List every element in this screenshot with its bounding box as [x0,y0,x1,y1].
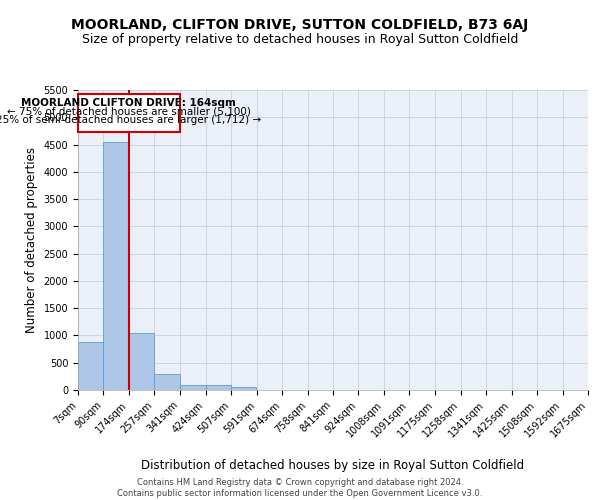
Bar [205,385,231,390]
Bar [78,342,103,390]
Bar [154,374,180,390]
Text: MOORLAND CLIFTON DRIVE: 164sqm: MOORLAND CLIFTON DRIVE: 164sqm [22,98,236,108]
Text: Size of property relative to detached houses in Royal Sutton Coldfield: Size of property relative to detached ho… [82,32,518,46]
Y-axis label: Number of detached properties: Number of detached properties [25,147,38,333]
Text: Distribution of detached houses by size in Royal Sutton Coldfield: Distribution of detached houses by size … [142,460,524,472]
Bar [78,94,180,132]
Text: MOORLAND, CLIFTON DRIVE, SUTTON COLDFIELD, B73 6AJ: MOORLAND, CLIFTON DRIVE, SUTTON COLDFIEL… [71,18,529,32]
Text: ← 75% of detached houses are smaller (5,100): ← 75% of detached houses are smaller (5,… [7,107,251,117]
Text: 25% of semi-detached houses are larger (1,712) →: 25% of semi-detached houses are larger (… [0,115,262,125]
Bar [180,385,205,390]
Bar [231,386,256,390]
Bar [103,142,129,390]
Bar [129,332,154,390]
Text: Contains HM Land Registry data © Crown copyright and database right 2024.
Contai: Contains HM Land Registry data © Crown c… [118,478,482,498]
